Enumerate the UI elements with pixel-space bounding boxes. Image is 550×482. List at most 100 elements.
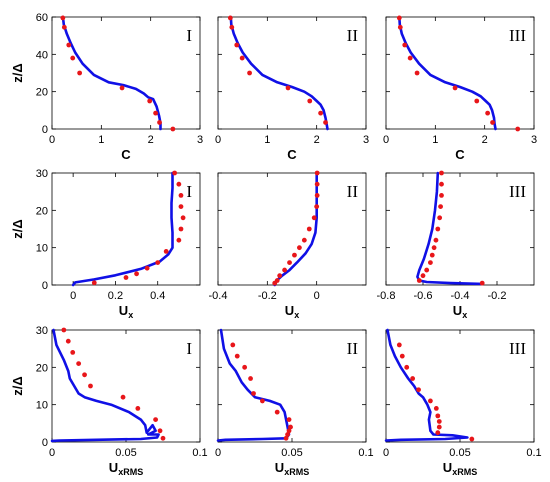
x-axis-label: Ux	[453, 303, 467, 320]
x-axis-label-subscript: xRMS	[284, 467, 309, 477]
data-point	[428, 398, 433, 404]
x-tick-label: 0.1	[192, 447, 207, 459]
data-point	[286, 417, 292, 422]
x-axis-label: C	[121, 147, 131, 162]
x-tick-label: 0	[215, 134, 221, 146]
panel-2: 0 1 2 3 C II	[215, 15, 369, 162]
data-point	[77, 70, 83, 76]
panel-label: I	[186, 339, 192, 358]
data-point	[314, 204, 320, 210]
x-tick-label: 0	[49, 134, 55, 146]
data-point	[437, 215, 443, 221]
y-tick-label: 10	[36, 243, 48, 255]
data-point	[292, 252, 297, 258]
data-point	[416, 387, 421, 393]
data-point	[311, 215, 317, 221]
data-point	[234, 42, 240, 48]
panel-label: II	[347, 339, 359, 358]
data-point	[157, 428, 163, 434]
data-point	[435, 430, 441, 436]
data-point	[435, 413, 441, 419]
data-point	[439, 193, 444, 198]
data-point	[153, 417, 159, 422]
data-point	[424, 267, 430, 273]
data-point	[82, 372, 87, 378]
data-point	[180, 215, 186, 221]
data-point	[396, 15, 402, 21]
data-point	[438, 204, 443, 210]
x-axis-label-subscript: x	[294, 310, 299, 320]
x-tick-label: 1	[264, 134, 270, 146]
data-point	[297, 245, 302, 251]
panel-5: -0.4 -0.2 0 Ux II	[209, 170, 367, 320]
x-tick-label: 2	[314, 134, 320, 146]
panel-label: III	[509, 26, 526, 45]
panel-label: III	[509, 182, 526, 201]
data-point	[70, 55, 76, 61]
x-tick-label: 3	[197, 134, 203, 146]
panel-1: 0 1 2 3 0 20 40 60 Cz/Δ I	[10, 12, 203, 162]
data-point	[123, 275, 129, 280]
data-point	[60, 15, 66, 21]
x-tick-label: 0.05	[281, 447, 302, 459]
x-tick-label: -0.4	[451, 290, 470, 302]
data-point	[176, 237, 182, 243]
x-tick-label: 0.2	[108, 290, 123, 302]
y-tick-label: 0	[42, 124, 48, 136]
data-point	[120, 394, 126, 400]
data-point	[172, 170, 178, 176]
data-point	[170, 126, 176, 132]
data-point	[230, 342, 236, 348]
data-point	[410, 376, 416, 381]
data-point	[314, 170, 320, 176]
data-point	[433, 237, 439, 243]
data-point	[436, 424, 442, 430]
x-tick-label: 3	[363, 134, 369, 146]
x-tick-label: -0.8	[377, 290, 396, 302]
data-point	[452, 85, 458, 91]
data-point	[515, 126, 521, 132]
x-tick-label: 1	[98, 134, 104, 146]
data-point	[323, 120, 328, 125]
data-point	[76, 361, 82, 366]
data-point	[274, 409, 280, 415]
data-point	[399, 353, 405, 359]
panel-4: 0 0.2 0.4 0 10 20 30 Ux z/Δ I	[10, 168, 201, 320]
data-point	[178, 193, 184, 198]
data-point	[176, 181, 182, 187]
panel-8: 0 0.05 0.1 UxRMS II	[215, 328, 374, 477]
data-point	[119, 85, 125, 91]
x-tick-label: 0	[70, 290, 76, 302]
profile-line	[398, 15, 497, 131]
x-tick-label: -0.2	[258, 290, 277, 302]
data-point	[301, 237, 307, 243]
y-tick-label: 20	[36, 205, 48, 217]
x-tick-label: 0.1	[358, 447, 373, 459]
data-point	[147, 98, 153, 104]
data-point	[144, 265, 150, 271]
data-point	[163, 249, 169, 254]
x-axis-label-subscript: xRMS	[452, 467, 477, 477]
data-point	[285, 85, 291, 91]
x-tick-label: 0	[215, 447, 221, 459]
profile-line	[416, 171, 484, 286]
data-point	[314, 181, 320, 187]
data-point	[61, 327, 67, 333]
data-point	[439, 170, 444, 176]
data-point	[287, 260, 292, 265]
y-tick-label: 20	[36, 362, 48, 374]
x-tick-label: 2	[148, 134, 154, 146]
panel-label: I	[186, 182, 192, 201]
data-point	[288, 424, 293, 430]
y-tick-label: 0	[42, 437, 48, 449]
y-tick-label: 10	[36, 400, 48, 412]
y-tick-label: 0	[42, 280, 48, 292]
data-point	[485, 110, 491, 116]
y-tick-label: 40	[36, 49, 48, 61]
data-point	[283, 435, 289, 441]
data-point	[61, 24, 67, 30]
x-tick-label: -0.2	[488, 290, 507, 302]
x-tick-label: -0.4	[209, 290, 228, 302]
x-tick-label: 3	[531, 134, 537, 146]
data-point	[277, 273, 283, 279]
